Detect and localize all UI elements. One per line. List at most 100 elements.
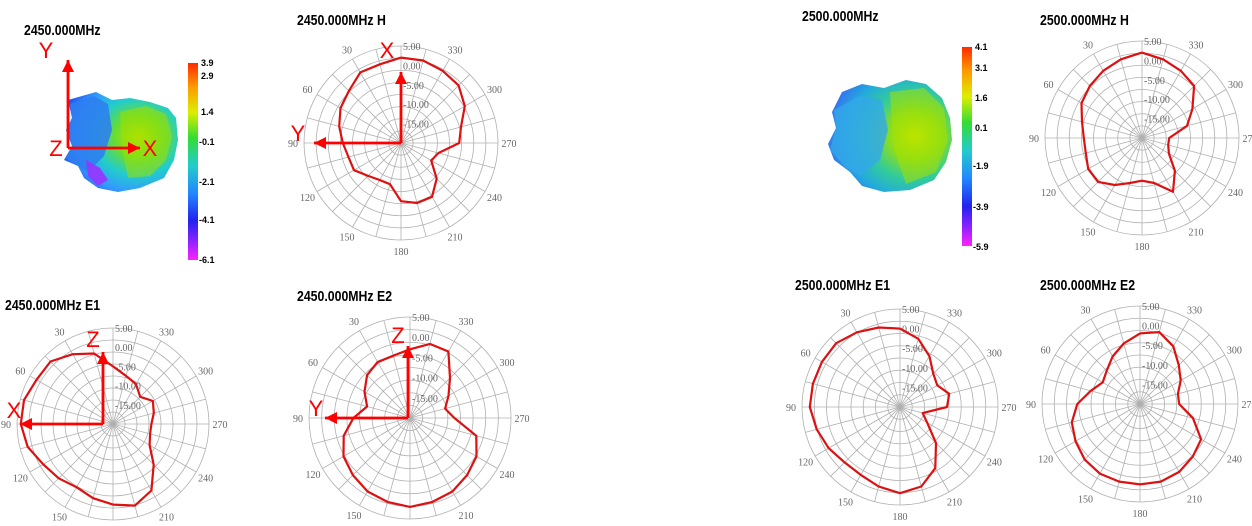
polar-angle-label: 330 <box>1187 306 1202 317</box>
polar-angle-label: 150 <box>340 233 355 244</box>
polar-angle-label: 120 <box>1041 188 1056 199</box>
polar-radial-label: 0.00 <box>902 325 920 336</box>
polar-grid-spoke <box>1139 403 1210 474</box>
polar-angle-label: 240 <box>1228 188 1243 199</box>
colorbar-2500 <box>962 47 972 246</box>
polar-grid-spoke <box>112 340 162 425</box>
polar-angle-label: 60 <box>308 358 318 369</box>
polar-grid-spoke <box>899 312 926 408</box>
polar-grid-spoke <box>1054 354 1141 405</box>
polar-angle-label: 180 <box>394 247 409 258</box>
polar-grid-spoke <box>112 423 182 493</box>
polar-radial-label: -10.00 <box>115 382 141 393</box>
polar-angle-label: 210 <box>1189 228 1204 239</box>
polar-radial-label: 5.00 <box>902 305 920 316</box>
polar-radial-label: 5.00 <box>1144 37 1162 48</box>
polar-grid-spoke <box>1141 137 1236 164</box>
polar-grid-spoke <box>850 321 901 408</box>
polar-grid-spoke <box>1090 318 1141 405</box>
polar-grid-spoke <box>409 417 498 469</box>
title-2450-e1: 2450.000MHz E1 <box>5 297 101 314</box>
polar-grid-spoke <box>29 375 114 425</box>
polar-angle-label: 210 <box>459 511 474 522</box>
radiation-3d-2500 <box>828 80 952 192</box>
axis-arrow-x-h-head <box>395 72 407 84</box>
polar-angle-label: 90 <box>1026 400 1036 411</box>
polar-radial-label: -10.00 <box>1144 95 1170 106</box>
polar-grid-spoke <box>112 423 206 450</box>
polar-radial-label: -10.00 <box>412 374 438 385</box>
polar-angle-label: 60 <box>1043 80 1053 91</box>
axis-letter-z-e2: Z <box>391 323 404 348</box>
colorbar-2500-label: 0.1 <box>975 123 988 133</box>
polar-radial-label: -10.00 <box>902 364 928 375</box>
polar-grid-spoke <box>899 357 986 408</box>
radiation-null-2450 <box>86 160 108 186</box>
polar-angle-label: 30 <box>841 309 851 320</box>
polar-grid-spoke <box>400 58 450 144</box>
polar-grid-spoke <box>1141 137 1227 187</box>
polar-grid-spoke <box>20 398 114 425</box>
polar-grid-spoke <box>1073 69 1143 139</box>
polar-angle-label: 90 <box>1029 134 1039 145</box>
polar-angle-label: 210 <box>1187 494 1202 505</box>
radiation-peak-2450 <box>120 106 172 178</box>
polar-grid-spoke <box>1139 403 1226 454</box>
polar-angle-label: 240 <box>987 458 1002 469</box>
polar-grid-spoke <box>1141 137 1211 207</box>
polar-grid-spoke <box>805 406 901 433</box>
title-2500-h: 2500.000MHz H <box>1040 12 1129 29</box>
axis-arrow-y-e2-head <box>325 412 337 424</box>
colorbar-2500-label: -5.9 <box>973 242 989 252</box>
polar-grid-spoke <box>1139 378 1235 405</box>
polar-grid-spoke <box>1057 137 1143 187</box>
axis-letter-y-3d: Y <box>39 38 54 63</box>
polar-grid-spoke <box>1048 112 1143 139</box>
polar-angle-label: 240 <box>487 193 502 204</box>
polar-radial-label: 0.00 <box>1142 322 1160 333</box>
polar-grid-spoke <box>383 320 411 419</box>
polar-angle-label: 210 <box>947 497 962 508</box>
polar-angle-label: 150 <box>1081 228 1096 239</box>
polar-grid-spoke <box>400 94 486 144</box>
polar-angle-label: 120 <box>798 458 813 469</box>
polar-angle-label: 60 <box>15 367 25 378</box>
radiation-peak-2500 <box>890 88 948 184</box>
axis-arrow-x-e1-head <box>20 418 32 430</box>
polar-angle-label: 330 <box>159 327 174 338</box>
polar-grid-spoke <box>20 423 114 450</box>
polar-grid-spoke <box>375 142 402 237</box>
polar-chart-p2500_h: 30 330 60 300 90 270 120 240 150 210 180 5.00 0.00 -5… <box>1029 37 1252 253</box>
colorbar-2500-labels: 4.1 3.1 1.6 0.1 -1.9 -3.9 -5.9 <box>973 42 989 252</box>
colorbar-2450-label: 1.4 <box>201 107 214 117</box>
axis-arrow-x-3d <box>68 142 140 154</box>
polar-angle-label: 30 <box>349 317 359 328</box>
polar-angle-label: 240 <box>198 474 213 485</box>
polar-radial-label: -5.00 <box>115 362 136 373</box>
polar-chart-p2450_e1: 3033060300902701202401502101805.000.00-5… <box>1 324 228 524</box>
polar-angle-label: 60 <box>801 349 811 360</box>
polar-pattern-series <box>1080 51 1196 193</box>
polar-angle-label: 90 <box>293 414 303 425</box>
polar-angle-label: 300 <box>487 85 502 96</box>
polar-grid-spoke <box>332 74 402 144</box>
radiation-low-lobe-2450 <box>66 96 112 172</box>
polar-grid-spoke <box>1141 89 1227 139</box>
polar-grid-spoke <box>1141 69 1211 139</box>
polar-grid-spoke <box>383 417 411 516</box>
polar-angle-label: 210 <box>448 233 463 244</box>
polar-grid-spoke <box>312 417 411 445</box>
polar-angle-label: 270 <box>502 139 517 150</box>
polar-angle-label: 150 <box>52 513 67 524</box>
polar-grid-spoke <box>112 423 162 508</box>
title-2450-3d: 2450.000MHz <box>24 22 101 39</box>
polar-grid-spoke <box>112 355 182 425</box>
polar-grid-spoke <box>400 142 450 228</box>
colorbar-2450-label: -0.1 <box>199 137 215 147</box>
polar-grid-spoke <box>400 142 427 237</box>
polar-grid-spoke <box>112 331 139 425</box>
polar-angle-label: 300 <box>1227 346 1242 357</box>
polar-grid-spoke <box>409 391 508 419</box>
polar-grid-spoke <box>1139 403 1166 499</box>
polar-angle-label: 300 <box>1228 80 1243 91</box>
